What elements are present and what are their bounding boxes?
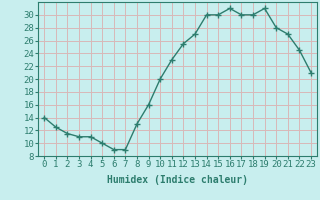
X-axis label: Humidex (Indice chaleur): Humidex (Indice chaleur) bbox=[107, 175, 248, 185]
